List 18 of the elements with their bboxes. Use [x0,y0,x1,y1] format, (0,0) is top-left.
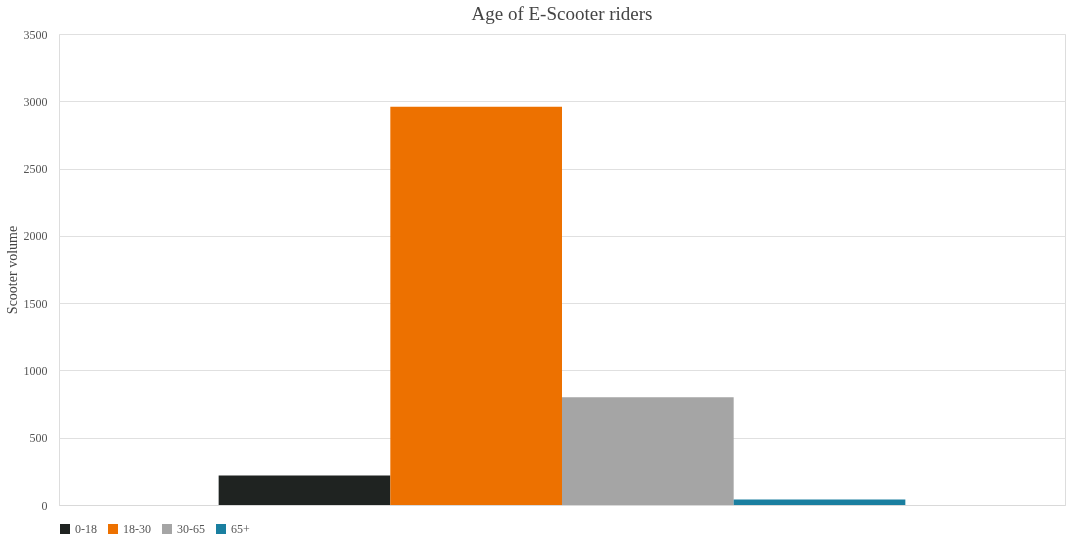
legend-label: 65+ [231,522,250,536]
y-tick-label: 3500 [23,27,48,42]
legend-label: 18-30 [123,522,151,536]
chart-title: Age of E-Scooter riders [471,3,653,24]
y-tick-label: 3000 [23,94,48,109]
y-tick-label: 1000 [23,363,48,378]
y-tick-label: 500 [29,431,48,446]
y-tick-label: 0 [41,498,48,513]
y-axis-title: Scooter volume [4,225,20,315]
y-tick-label: 2000 [23,229,48,244]
y-tick-label: 2500 [23,162,48,177]
bar [218,475,391,505]
bar [562,397,734,505]
bar [390,106,562,505]
bar [733,499,906,505]
y-tick-label: 1500 [23,296,48,311]
legend-label: 0-18 [75,522,97,536]
legend-label: 30-65 [177,522,205,536]
